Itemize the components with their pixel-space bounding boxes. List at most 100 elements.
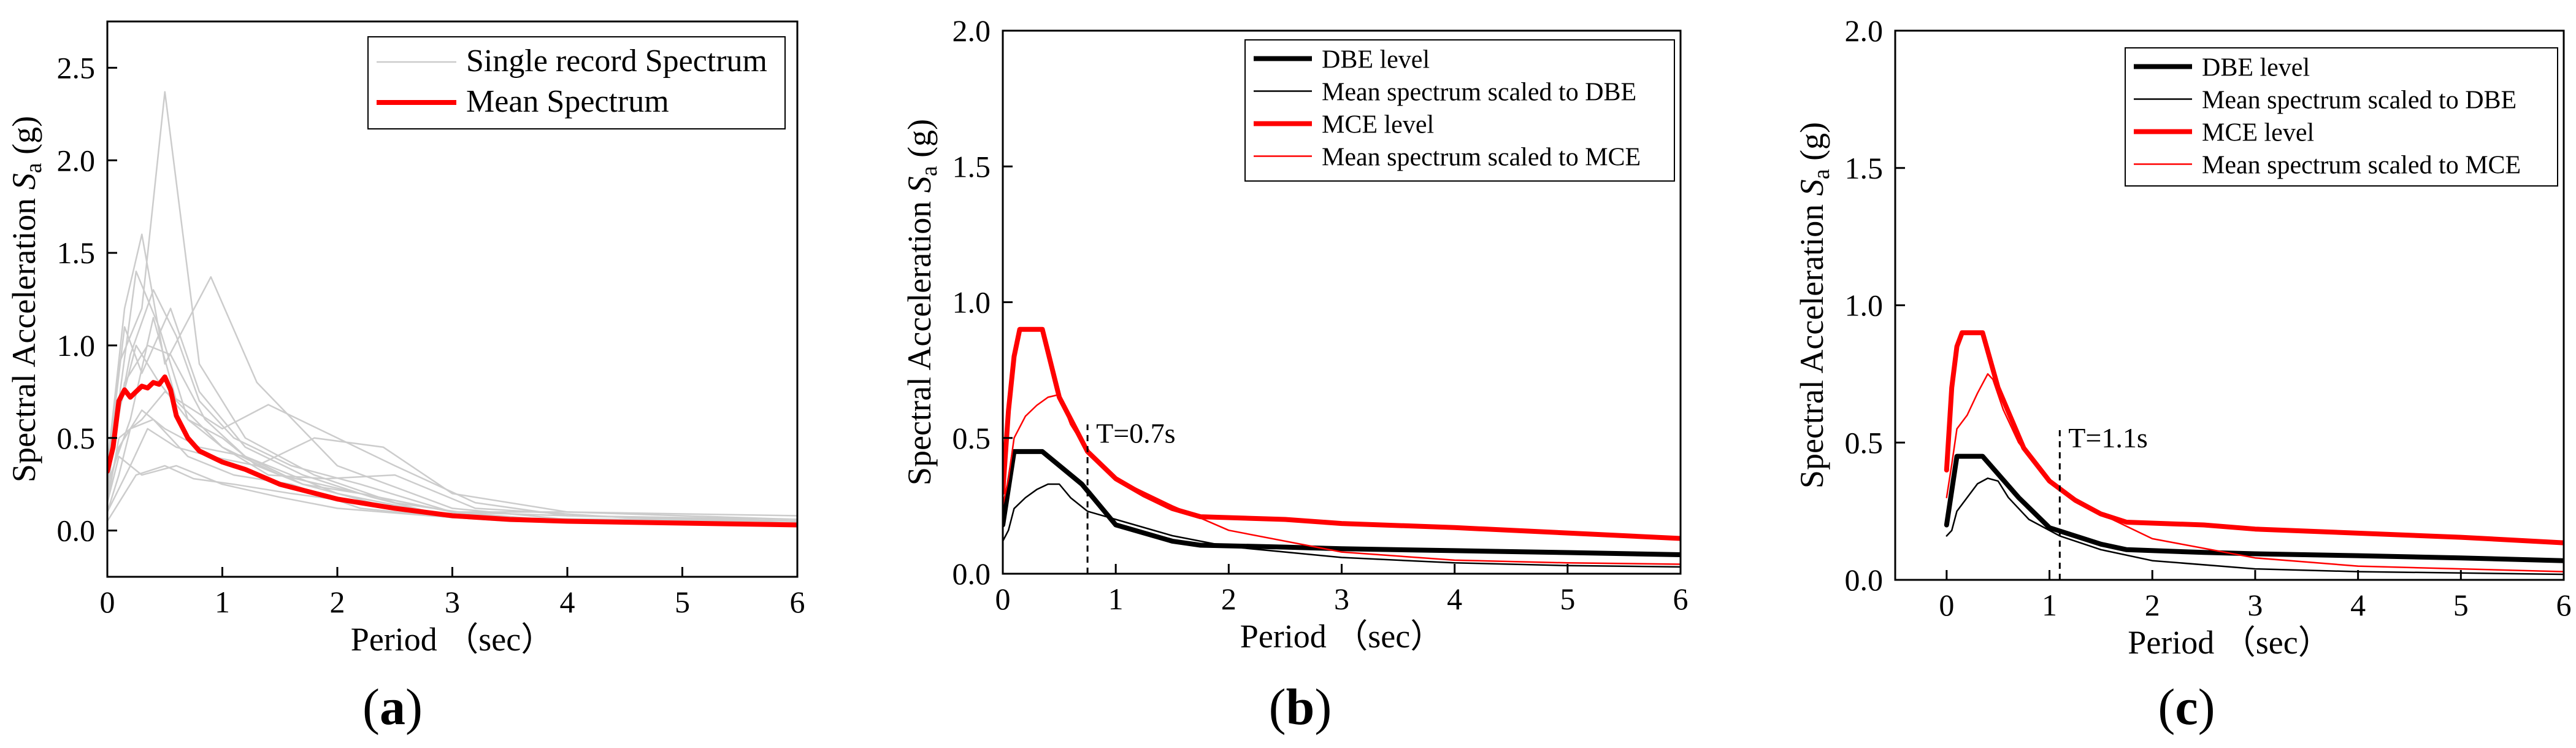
panel-label: (b) [1269, 679, 1332, 736]
x-tick-label: 4 [2350, 588, 2366, 622]
y-tick-label: 1.5 [1845, 151, 1884, 185]
y-tick-label: 0.0 [1845, 563, 1884, 597]
mean-spectrum-line [107, 374, 797, 528]
y-axis-label: Spectral Acceleration Sa (g) [901, 119, 942, 485]
legend-label: MCE level [1322, 111, 1434, 139]
x-axis-label: Period （sec） [351, 621, 554, 658]
legend-label: Mean spectrum scaled to DBE [1322, 79, 1636, 107]
x-tick-label: 2 [1221, 582, 1236, 616]
legend-label: DBE level [1322, 46, 1430, 74]
panel-label-open: ( [1269, 679, 1286, 736]
panel-label-close: ) [1314, 679, 1332, 736]
series-group [1944, 330, 2564, 576]
legend-label: Mean Spectrum [466, 84, 669, 119]
dbe-level-line [1944, 453, 2564, 563]
y-tick-label: 0.5 [57, 421, 96, 455]
mce-level-line [1944, 330, 2564, 546]
y-tick-label: 1.0 [57, 328, 96, 363]
x-tick-label: 0 [1939, 588, 1954, 622]
panel-label: (a) [362, 679, 423, 736]
y-axis-label-prefix: Spectral Acceleration [1793, 196, 1830, 488]
single-record-spectrum-line [107, 233, 797, 522]
y-tick-label: 1.5 [57, 236, 96, 270]
single-record-spectrum-line [107, 344, 797, 524]
x-tick-label: 3 [445, 585, 460, 619]
y-axis-label-subscript: a [1809, 169, 1834, 179]
x-tick-label: 6 [2556, 588, 2572, 622]
y-axis-label-suffix: (g) [901, 119, 938, 166]
y-tick-label: 2.0 [953, 13, 991, 48]
y-axis-label: Spectral Acceleration Sa (g) [1793, 122, 1834, 488]
mean-spectrum-scaled-to-dbe-line [1003, 483, 1681, 568]
panel-label-letter: a [380, 679, 405, 736]
y-tick-label: 0.0 [953, 557, 991, 591]
dbe-level-line [1003, 449, 1681, 557]
x-tick-label: 5 [675, 585, 690, 619]
y-tick-label: 2.0 [1845, 13, 1884, 48]
x-tick-label: 3 [2247, 588, 2263, 622]
single-record-spectrum-line [107, 344, 797, 517]
x-tick-label: 3 [1334, 582, 1349, 616]
legend-label: MCE level [2202, 119, 2314, 147]
legend-label: Mean spectrum scaled to MCE [2202, 152, 2521, 180]
x-tick-label: 1 [215, 585, 230, 619]
single-record-spectrum-line [107, 391, 797, 522]
y-axis-label-symbol: S [1793, 179, 1830, 196]
legend-box [2125, 47, 2558, 187]
legend-label: Mean spectrum scaled to DBE [2202, 87, 2517, 115]
legend-label: Mean spectrum scaled to MCE [1322, 144, 1641, 172]
panel-label-close: ) [405, 679, 423, 736]
x-tick-label: 0 [995, 582, 1011, 616]
single-record-spectrum-line [107, 307, 797, 522]
legend-label: DBE level [2202, 54, 2310, 82]
x-tick-label: 4 [1447, 582, 1462, 616]
y-axis-label-symbol: S [901, 176, 938, 193]
panel-label: (c) [2158, 679, 2215, 736]
y-tick-label: 2.0 [57, 143, 96, 177]
y-tick-label: 0.5 [953, 421, 991, 455]
single-record-spectrum-line [107, 409, 797, 524]
y-axis-label-prefix: Spectral Acceleration [901, 193, 938, 485]
legend: DBE level Mean spectrum scaled to DBE MCE … [1244, 39, 1675, 182]
series-group [1003, 326, 1681, 568]
mean-spectrum-scaled-to-mce-line [1003, 393, 1681, 565]
legend-box [367, 36, 786, 129]
x-tick-label: 2 [330, 585, 345, 619]
x-tick-label: 6 [790, 585, 805, 619]
legend-box [1244, 39, 1675, 182]
mean-spectrum-scaled-to-mce-line [1945, 373, 2564, 573]
mean-spectrum-scaled-to-dbe-line [1945, 477, 2564, 576]
single-record-spectrum-line [107, 289, 797, 520]
panel-label-letter: b [1286, 679, 1315, 736]
y-axis-label-subscript: a [21, 163, 47, 173]
y-tick-label: 1.5 [953, 149, 991, 183]
y-tick-label: 0.0 [57, 514, 96, 548]
legend-label: Single record Spectrum [466, 44, 767, 79]
x-axis-label: Period （sec） [2128, 624, 2331, 661]
y-axis-label: Spectral Acceleration Sa (g) [6, 116, 47, 482]
panel-label-letter: c [2175, 679, 2198, 736]
y-tick-label: 1.0 [1845, 288, 1884, 323]
series-group [107, 91, 797, 528]
x-tick-label: 5 [2453, 588, 2469, 622]
single-record-spectrum-line [107, 317, 797, 522]
x-tick-label: 1 [2042, 588, 2057, 622]
x-tick-label: 6 [1673, 582, 1689, 616]
chart-panel-a: 0 1 2 3 4 5 6 0.0 0.5 1.0 1.5 2.0 2.5 Period （sec） Spe… [6, 20, 805, 736]
legend: DBE level Mean spectrum scaled to DBE MCE … [2125, 47, 2558, 187]
y-tick-label: 0.5 [1845, 425, 1884, 460]
x-tick-label: 0 [100, 585, 115, 619]
panel-label-open: ( [362, 679, 380, 736]
y-axis-label-symbol: S [6, 173, 42, 190]
single-record-spectrum-line [107, 271, 797, 526]
mce-level-line [1003, 326, 1681, 541]
period-annotation: T=0.7s [1096, 418, 1175, 449]
x-tick-label: 5 [1560, 582, 1575, 616]
y-axis-label-prefix: Spectral Acceleration [6, 190, 42, 482]
panel-label-close: ) [2198, 679, 2215, 736]
y-tick-label: 1.0 [953, 285, 991, 320]
y-axis-label-subscript: a [916, 166, 942, 176]
x-tick-label: 2 [2145, 588, 2160, 622]
x-axis-label: Period （sec） [1240, 618, 1443, 655]
